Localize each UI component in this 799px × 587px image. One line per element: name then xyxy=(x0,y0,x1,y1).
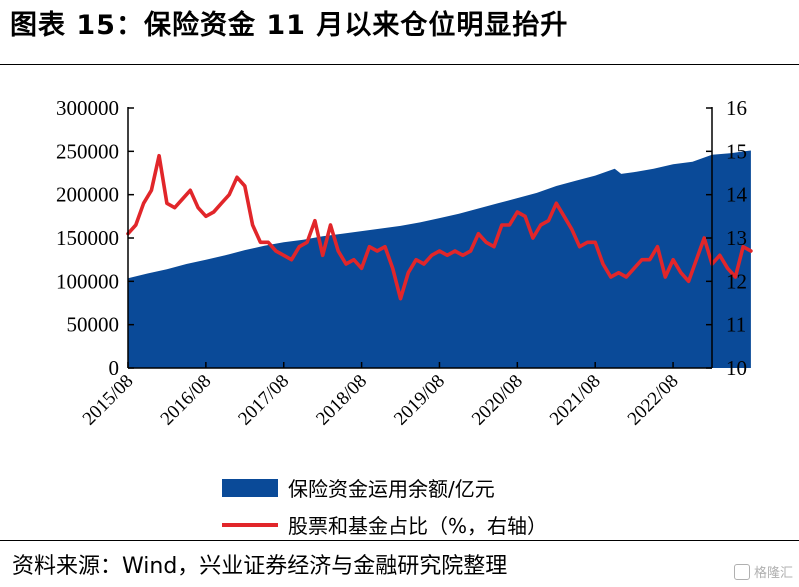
line-series xyxy=(126,153,753,301)
y-right-tick-label: 12 xyxy=(726,269,747,293)
y-left-tick-label: 250000 xyxy=(56,139,119,163)
x-tick-label: 2019/08 xyxy=(390,371,449,430)
y-right-tick-label: 10 xyxy=(726,356,747,380)
y-left-tick-label: 100000 xyxy=(56,269,119,293)
legend-label-line: 股票和基金占比（%，右轴） xyxy=(288,514,548,538)
x-tick-label: 2021/08 xyxy=(546,371,605,430)
watermark-text: 格隆汇 xyxy=(753,566,793,581)
title-divider xyxy=(0,64,799,65)
x-tick-label: 2022/08 xyxy=(624,371,683,430)
line-layer xyxy=(126,153,753,301)
x-tick-label: 2020/08 xyxy=(468,371,527,430)
y-left-tick-label: 200000 xyxy=(56,183,119,207)
legend-swatch-area xyxy=(222,478,278,497)
legend-label-area: 保险资金运用余额/亿元 xyxy=(288,477,495,501)
y-left-tick-label: 0 xyxy=(109,356,120,380)
y-right-tick-label: 14 xyxy=(726,183,748,207)
legend-item-area: 保险资金运用余额/亿元 xyxy=(222,473,495,502)
area-layer xyxy=(128,150,751,368)
watermark: 格隆汇 xyxy=(733,562,793,581)
source-divider xyxy=(0,540,799,541)
y-left-tick-label: 300000 xyxy=(56,96,119,120)
y-right-tick-label: 11 xyxy=(726,313,746,337)
y-right-tick-label: 13 xyxy=(726,226,747,250)
source-note: 资料来源：Wind，兴业证券经济与金融研究院整理 xyxy=(12,554,508,579)
chart-title: 图表 15：保险资金 11 月以来仓位明显抬升 xyxy=(10,10,569,41)
y-left-tick-label: 50000 xyxy=(67,313,120,337)
watermark-logo-icon xyxy=(733,563,750,580)
area-series xyxy=(128,150,751,368)
legend-item-line: 股票和基金占比（%，右轴） xyxy=(222,510,547,539)
x-tick-label: 2016/08 xyxy=(157,371,216,430)
x-tick-label: 2017/08 xyxy=(234,371,293,430)
legend-swatch-line xyxy=(222,522,278,527)
y-left-tick-label: 150000 xyxy=(56,226,119,250)
y-right-tick-label: 16 xyxy=(726,96,747,120)
y-right-tick-label: 15 xyxy=(726,139,747,163)
x-tick-label: 2018/08 xyxy=(312,371,371,430)
